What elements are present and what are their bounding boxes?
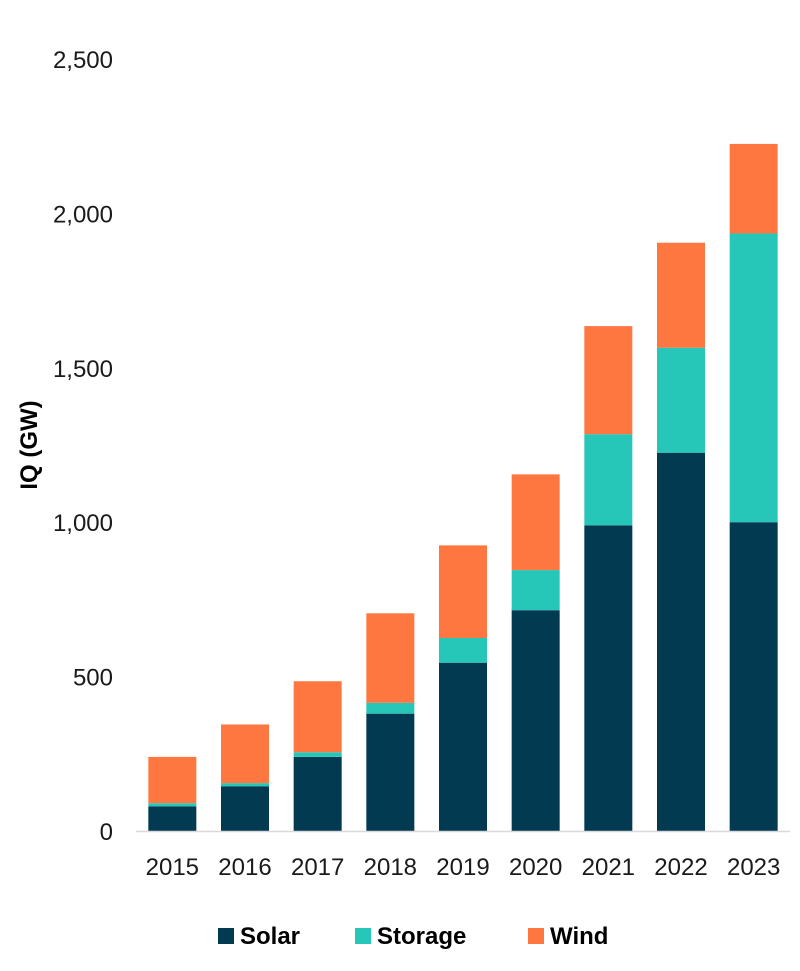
legend-label: Wind <box>550 923 608 950</box>
bar-segment-solar-2022 <box>657 452 705 831</box>
y-tick-label: 1,000 <box>53 510 113 537</box>
bar-segment-storage-2023 <box>729 233 778 523</box>
legend-item-wind: Wind <box>528 923 608 950</box>
legend-item-storage: Storage <box>355 923 466 950</box>
bar-segment-storage-2015 <box>148 803 197 807</box>
legend-label: Solar <box>240 923 300 950</box>
legend-swatch <box>528 928 544 944</box>
bar-segment-storage-2022 <box>657 347 705 453</box>
legend-item-solar: Solar <box>218 923 300 950</box>
bar-segment-storage-2018 <box>366 702 415 714</box>
legend-swatch <box>355 928 371 944</box>
bar-segment-wind-2018 <box>366 613 415 703</box>
x-tick-label: 2022 <box>654 854 707 881</box>
bar-segment-wind-2019 <box>439 545 487 638</box>
bar-segment-wind-2020 <box>511 474 560 571</box>
x-tick-label: 2018 <box>364 854 417 881</box>
x-axis: 2015 2016 2017 2018 2019 2020 2021 2022 2023 <box>146 854 781 881</box>
legend: Solar Storage Wind <box>218 923 608 950</box>
y-axis: 0 500 1,000 1,500 2,000 2,500 <box>53 47 113 846</box>
y-axis-title: IQ (GW) <box>16 400 43 489</box>
x-tick-label: 2017 <box>291 854 344 881</box>
bar-segment-solar-2017 <box>293 756 342 831</box>
bar-segment-storage-2019 <box>439 638 487 663</box>
x-tick-label: 2020 <box>509 854 562 881</box>
bar-segment-solar-2019 <box>439 662 487 831</box>
y-tick-label: 0 <box>100 819 113 846</box>
bars-group <box>148 143 778 831</box>
legend-label: Storage <box>377 923 466 950</box>
y-tick-label: 2,500 <box>53 47 113 74</box>
bar-segment-wind-2021 <box>584 326 633 435</box>
x-tick-label: 2021 <box>582 854 635 881</box>
x-tick-label: 2019 <box>436 854 489 881</box>
bar-segment-storage-2016 <box>221 783 269 787</box>
y-tick-label: 500 <box>73 665 113 692</box>
y-tick-label: 2,000 <box>53 201 113 228</box>
bar-segment-storage-2017 <box>293 752 342 757</box>
bar-segment-solar-2016 <box>221 786 269 831</box>
bar-segment-wind-2022 <box>657 242 705 348</box>
bar-segment-storage-2021 <box>584 434 633 526</box>
legend-swatch <box>218 928 234 944</box>
bar-segment-wind-2017 <box>293 681 342 753</box>
bar-segment-solar-2018 <box>366 713 415 831</box>
bar-segment-solar-2021 <box>584 525 633 831</box>
bar-segment-solar-2023 <box>729 522 778 831</box>
x-tick-label: 2015 <box>146 854 199 881</box>
y-tick-label: 1,500 <box>53 356 113 383</box>
bar-segment-wind-2016 <box>221 724 269 784</box>
bar-segment-solar-2015 <box>148 806 197 831</box>
bar-segment-wind-2015 <box>148 756 197 804</box>
bar-segment-solar-2020 <box>511 610 560 831</box>
x-tick-label: 2023 <box>727 854 780 881</box>
x-tick-label: 2016 <box>218 854 271 881</box>
bar-segment-wind-2023 <box>729 143 778 234</box>
bar-segment-storage-2020 <box>511 570 560 611</box>
